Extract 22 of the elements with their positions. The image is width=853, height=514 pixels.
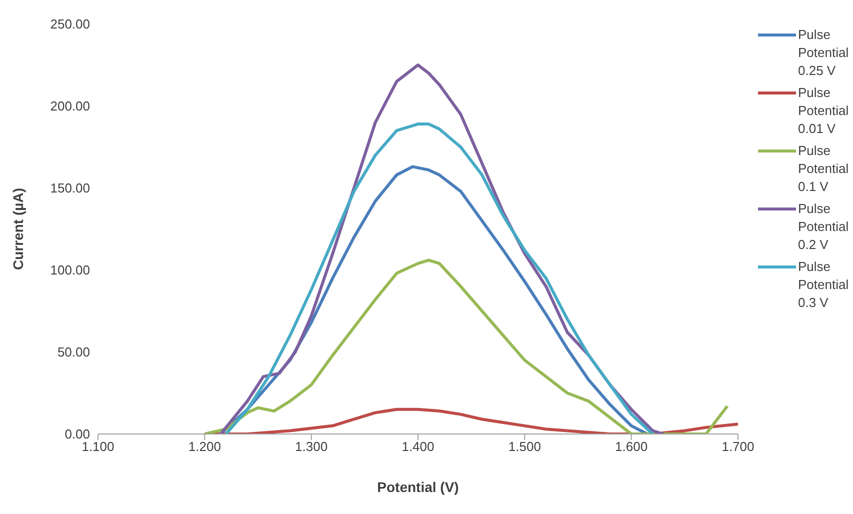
legend-label: Pulse Potential 0.1 V [798, 142, 849, 196]
legend-label: Pulse Potential 0.2 V [798, 200, 849, 254]
y-tick-label: 100.00 [50, 262, 90, 278]
line-series [203, 258, 729, 434]
y-axis-title: Current (µA) [10, 188, 26, 270]
x-tick-label: 1.400 [402, 439, 434, 454]
x-axis-title: Potential (V) [377, 478, 459, 495]
line-series [224, 122, 654, 434]
x-tick-label: 1.600 [615, 439, 648, 454]
legend-label: Pulse Potential 0.01 V [798, 84, 849, 138]
y-tick-label: 0.00 [64, 426, 90, 442]
x-tick-label: 1.200 [188, 439, 221, 454]
y-tick-label: 200.00 [50, 98, 90, 114]
legend-label: Pulse Potential 0.3 V [798, 258, 849, 312]
legend-label: Pulse Potential 0.25 V [798, 26, 849, 80]
y-tick-label: 150.00 [50, 180, 90, 196]
x-tick-label: 1.100 [82, 439, 114, 454]
x-tick-label: 1.700 [722, 439, 754, 454]
x-tick-label: 1.300 [295, 439, 328, 454]
y-tick-label: 50.00 [57, 344, 90, 360]
x-tick-label: 1.500 [508, 439, 541, 454]
y-tick-label: 250.00 [50, 16, 90, 32]
